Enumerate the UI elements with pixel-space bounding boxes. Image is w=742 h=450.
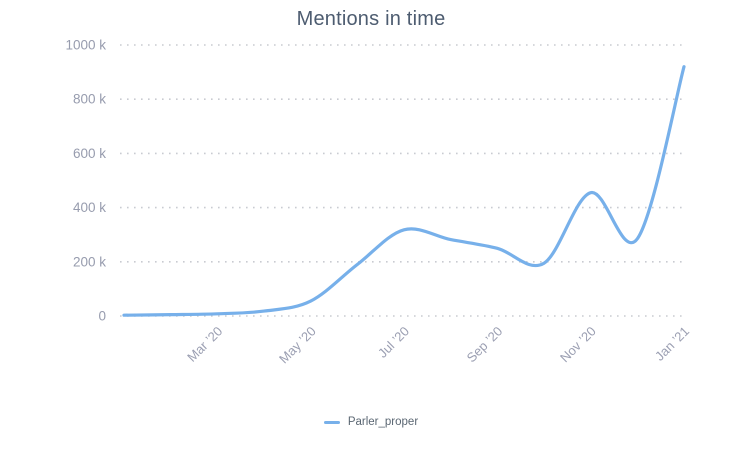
y-axis-label: 1000 k <box>65 38 106 53</box>
y-axis-label: 400 k <box>73 200 106 215</box>
y-axis-label: 200 k <box>73 254 106 269</box>
y-axis-label: 0 <box>98 309 106 324</box>
x-axis-label: Mar ’20 <box>184 324 225 365</box>
y-axis-label: 600 k <box>73 146 106 161</box>
x-axis-label: Sep ’20 <box>464 324 506 366</box>
x-axis-label: Nov ’20 <box>557 324 599 366</box>
legend-line-marker <box>323 420 340 424</box>
x-axis-label: Jul ’20 <box>375 324 412 361</box>
series-line-parler-proper[interactable] <box>122 65 686 317</box>
x-axis-label: May ’20 <box>276 324 319 367</box>
legend-label: Parler_proper <box>347 416 419 428</box>
y-axis-label: 800 k <box>73 92 106 107</box>
x-axis-label: Jan ’21 <box>652 324 692 364</box>
legend-item-parler-proper[interactable]: Parler_proper <box>323 416 419 428</box>
chart-title: Mentions in time <box>296 8 446 30</box>
legend: Parler_proper <box>0 416 742 428</box>
